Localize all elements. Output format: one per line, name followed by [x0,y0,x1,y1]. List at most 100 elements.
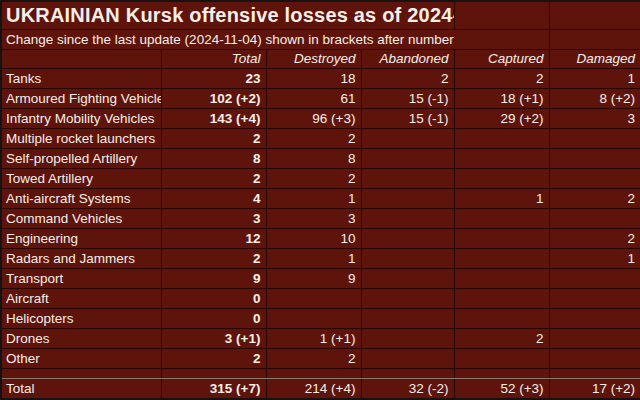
row-label: Other [1,348,161,368]
cell-destroyed [266,308,361,328]
cell-damaged [549,288,640,308]
cell-total: 3 (+1) [161,328,266,348]
total-cell-destroyed: 214 (+4) [266,378,361,399]
cell-abandoned [361,168,454,188]
cell-captured: 2 [454,328,549,348]
cell-total: 2 [161,168,266,188]
table-row: Towed Artillery22 [1,168,640,188]
total-cell-captured: 52 (+3) [454,378,549,399]
empty-cell [266,368,361,378]
spacer-row [1,368,640,378]
cell-captured [454,348,549,368]
cell-abandoned [361,148,454,168]
cell-total: 3 [161,208,266,228]
table-row: Radars and Jammers211 [1,248,640,268]
column-header-damaged: Damaged [549,49,640,68]
cell-destroyed: 3 [266,208,361,228]
cell-total: 2 [161,348,266,368]
cell-abandoned: 2 [361,68,454,88]
total-cell-total: 315 (+7) [161,378,266,399]
cell-captured [454,168,549,188]
table-row: Self-propelled Artillery88 [1,148,640,168]
cell-captured [454,288,549,308]
table-row: Command Vehicles33 [1,208,640,228]
cell-captured [454,228,549,248]
row-label: Helicopters [1,308,161,328]
cell-damaged: 2 [549,228,640,248]
row-label: Transport [1,268,161,288]
empty-cell [549,29,640,49]
table-row: Aircraft0 [1,288,640,308]
empty-cell [454,1,549,29]
cell-captured [454,148,549,168]
cell-total: 4 [161,188,266,208]
row-label: Radars and Jammers [1,248,161,268]
cell-captured: 2 [454,68,549,88]
column-header-captured: Captured [454,49,549,68]
column-header-total: Total [161,49,266,68]
cell-destroyed: 96 (+3) [266,108,361,128]
table-row: Anti-aircraft Systems4112 [1,188,640,208]
cell-destroyed: 61 [266,88,361,108]
cell-total: 2 [161,248,266,268]
cell-destroyed: 18 [266,68,361,88]
row-label: Towed Artillery [1,168,161,188]
cell-destroyed: 10 [266,228,361,248]
row-label: Engineering [1,228,161,248]
total-row: Total 315 (+7) 214 (+4) 32 (-2) 52 (+3) … [1,378,640,399]
cell-abandoned [361,308,454,328]
cell-damaged: 3 [549,108,640,128]
row-label: Command Vehicles [1,208,161,228]
cell-damaged: 1 [549,248,640,268]
cell-captured [454,248,549,268]
cell-abandoned [361,288,454,308]
subtitle-row: Change since the last update (2024-11-04… [1,29,640,49]
total-row-label: Total [1,378,161,399]
cell-abandoned [361,208,454,228]
cell-captured [454,268,549,288]
cell-destroyed: 2 [266,128,361,148]
cell-total: 12 [161,228,266,248]
cell-destroyed: 9 [266,268,361,288]
cell-damaged [549,348,640,368]
cell-damaged [549,208,640,228]
empty-cell [549,368,640,378]
cell-abandoned [361,188,454,208]
cell-destroyed: 1 [266,248,361,268]
total-cell-abandoned: 32 (-2) [361,378,454,399]
cell-damaged [549,328,640,348]
table-row: Armoured Fighting Vehicles102 (+2)6115 (… [1,88,640,108]
row-label: Aircraft [1,288,161,308]
total-cell-damaged: 17 (+2) [549,378,640,399]
table-row: Drones3 (+1)1 (+1)2 [1,328,640,348]
table-row: Infantry Mobility Vehicles143 (+4)96 (+3… [1,108,640,128]
cell-total: 8 [161,148,266,168]
subtitle: Change since the last update (2024-11-04… [1,29,549,49]
cell-destroyed: 1 [266,188,361,208]
cell-captured: 18 (+1) [454,88,549,108]
empty-cell [361,368,454,378]
cell-total: 2 [161,128,266,148]
row-label: Armoured Fighting Vehicles [1,88,161,108]
table-row: Multiple rocket launchers22 [1,128,640,148]
cell-captured: 29 (+2) [454,108,549,128]
column-header-destroyed: Destroyed [266,49,361,68]
column-header-abandoned: Abandoned [361,49,454,68]
cell-destroyed: 2 [266,348,361,368]
cell-abandoned [361,348,454,368]
loss-table: UKRAINIAN Kursk offensive losses as of 2… [0,0,640,400]
cell-damaged [549,268,640,288]
table-row: Transport99 [1,268,640,288]
cell-destroyed [266,288,361,308]
cell-abandoned [361,268,454,288]
cell-abandoned: 15 (-1) [361,88,454,108]
cell-total: 0 [161,288,266,308]
cell-destroyed: 2 [266,168,361,188]
empty-cell [1,368,161,378]
column-header-row: Total Destroyed Abandoned Captured Damag… [1,49,640,68]
cell-total: 23 [161,68,266,88]
table-row: Tanks2318221 [1,68,640,88]
cell-total: 102 (+2) [161,88,266,108]
cell-total: 0 [161,308,266,328]
cell-captured [454,208,549,228]
